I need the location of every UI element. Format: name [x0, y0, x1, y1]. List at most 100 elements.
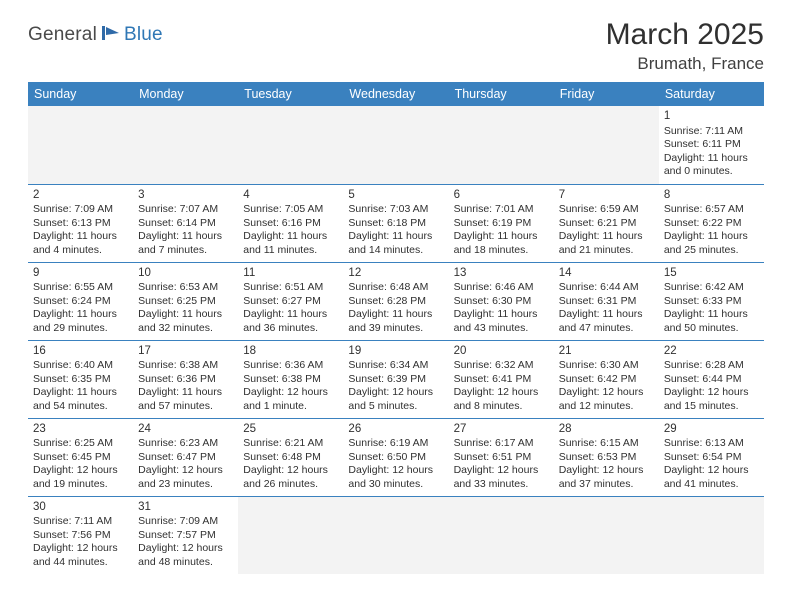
sunset-text: Sunset: 6:36 PM	[138, 373, 233, 386]
day-number: 21	[559, 344, 654, 359]
sunset-text: Sunset: 6:21 PM	[559, 217, 654, 230]
sunrise-text: Sunrise: 6:42 AM	[664, 281, 759, 294]
sunset-text: Sunset: 6:24 PM	[33, 295, 128, 308]
daylight-text: Daylight: 11 hours and 29 minutes.	[33, 308, 128, 335]
sunrise-text: Sunrise: 6:55 AM	[33, 281, 128, 294]
daylight-text: Daylight: 11 hours and 21 minutes.	[559, 230, 654, 257]
sunrise-text: Sunrise: 6:28 AM	[664, 359, 759, 372]
day-cell	[238, 106, 343, 184]
daylight-text: Daylight: 11 hours and 39 minutes.	[348, 308, 443, 335]
day-cell	[133, 106, 238, 184]
sunset-text: Sunset: 6:42 PM	[559, 373, 654, 386]
day-number: 16	[33, 344, 128, 359]
sunset-text: Sunset: 6:25 PM	[138, 295, 233, 308]
day-cell: 29Sunrise: 6:13 AMSunset: 6:54 PMDayligh…	[659, 418, 764, 496]
title-block: March 2025 Brumath, France	[606, 18, 764, 74]
day-cell: 20Sunrise: 6:32 AMSunset: 6:41 PMDayligh…	[449, 340, 554, 418]
day-cell: 13Sunrise: 6:46 AMSunset: 6:30 PMDayligh…	[449, 262, 554, 340]
sunrise-text: Sunrise: 6:36 AM	[243, 359, 338, 372]
day-number: 17	[138, 344, 233, 359]
day-cell: 5Sunrise: 7:03 AMSunset: 6:18 PMDaylight…	[343, 184, 448, 262]
sunset-text: Sunset: 6:41 PM	[454, 373, 549, 386]
calendar-table: Sunday Monday Tuesday Wednesday Thursday…	[28, 82, 764, 574]
sunset-text: Sunset: 6:30 PM	[454, 295, 549, 308]
daylight-text: Daylight: 11 hours and 11 minutes.	[243, 230, 338, 257]
day-cell: 30Sunrise: 7:11 AMSunset: 7:56 PMDayligh…	[28, 496, 133, 574]
sunset-text: Sunset: 6:31 PM	[559, 295, 654, 308]
day-number: 22	[664, 344, 759, 359]
daylight-text: Daylight: 11 hours and 32 minutes.	[138, 308, 233, 335]
day-cell	[449, 106, 554, 184]
day-number: 15	[664, 266, 759, 281]
dayname-sunday: Sunday	[28, 82, 133, 106]
day-cell: 2Sunrise: 7:09 AMSunset: 6:13 PMDaylight…	[28, 184, 133, 262]
sunset-text: Sunset: 6:39 PM	[348, 373, 443, 386]
sunrise-text: Sunrise: 7:05 AM	[243, 203, 338, 216]
logo-flag-icon	[101, 25, 121, 46]
sunset-text: Sunset: 6:35 PM	[33, 373, 128, 386]
day-number: 11	[243, 266, 338, 281]
day-number: 30	[33, 500, 128, 515]
day-cell: 25Sunrise: 6:21 AMSunset: 6:48 PMDayligh…	[238, 418, 343, 496]
sunrise-text: Sunrise: 6:32 AM	[454, 359, 549, 372]
day-cell: 28Sunrise: 6:15 AMSunset: 6:53 PMDayligh…	[554, 418, 659, 496]
week-row: 2Sunrise: 7:09 AMSunset: 6:13 PMDaylight…	[28, 184, 764, 262]
daylight-text: Daylight: 11 hours and 36 minutes.	[243, 308, 338, 335]
daylight-text: Daylight: 12 hours and 26 minutes.	[243, 464, 338, 491]
sunrise-text: Sunrise: 6:59 AM	[559, 203, 654, 216]
header: General Blue March 2025 Brumath, France	[28, 18, 764, 74]
sunrise-text: Sunrise: 6:53 AM	[138, 281, 233, 294]
day-number: 6	[454, 188, 549, 203]
day-cell: 3Sunrise: 7:07 AMSunset: 6:14 PMDaylight…	[133, 184, 238, 262]
sunset-text: Sunset: 6:19 PM	[454, 217, 549, 230]
day-cell	[238, 496, 343, 574]
day-number: 13	[454, 266, 549, 281]
daylight-text: Daylight: 12 hours and 19 minutes.	[33, 464, 128, 491]
sunset-text: Sunset: 6:47 PM	[138, 451, 233, 464]
sunset-text: Sunset: 7:56 PM	[33, 529, 128, 542]
day-cell	[343, 496, 448, 574]
daylight-text: Daylight: 12 hours and 15 minutes.	[664, 386, 759, 413]
logo: General Blue	[28, 24, 163, 46]
daylight-text: Daylight: 11 hours and 54 minutes.	[33, 386, 128, 413]
sunset-text: Sunset: 6:50 PM	[348, 451, 443, 464]
sunrise-text: Sunrise: 7:11 AM	[664, 125, 759, 138]
daylight-text: Daylight: 12 hours and 1 minute.	[243, 386, 338, 413]
daylight-text: Daylight: 12 hours and 44 minutes.	[33, 542, 128, 569]
day-cell: 4Sunrise: 7:05 AMSunset: 6:16 PMDaylight…	[238, 184, 343, 262]
day-cell: 27Sunrise: 6:17 AMSunset: 6:51 PMDayligh…	[449, 418, 554, 496]
day-cell: 7Sunrise: 6:59 AMSunset: 6:21 PMDaylight…	[554, 184, 659, 262]
week-row: 1Sunrise: 7:11 AMSunset: 6:11 PMDaylight…	[28, 106, 764, 184]
day-number: 24	[138, 422, 233, 437]
sunset-text: Sunset: 6:44 PM	[664, 373, 759, 386]
dayname-wednesday: Wednesday	[343, 82, 448, 106]
day-cell: 26Sunrise: 6:19 AMSunset: 6:50 PMDayligh…	[343, 418, 448, 496]
month-title: March 2025	[606, 18, 764, 52]
day-cell	[554, 496, 659, 574]
day-cell: 10Sunrise: 6:53 AMSunset: 6:25 PMDayligh…	[133, 262, 238, 340]
day-cell: 9Sunrise: 6:55 AMSunset: 6:24 PMDaylight…	[28, 262, 133, 340]
daylight-text: Daylight: 11 hours and 25 minutes.	[664, 230, 759, 257]
sunset-text: Sunset: 6:13 PM	[33, 217, 128, 230]
day-cell	[449, 496, 554, 574]
day-number: 4	[243, 188, 338, 203]
sunset-text: Sunset: 6:11 PM	[664, 138, 759, 151]
dayname-friday: Friday	[554, 82, 659, 106]
daylight-text: Daylight: 12 hours and 12 minutes.	[559, 386, 654, 413]
week-row: 23Sunrise: 6:25 AMSunset: 6:45 PMDayligh…	[28, 418, 764, 496]
location: Brumath, France	[606, 54, 764, 74]
week-row: 9Sunrise: 6:55 AMSunset: 6:24 PMDaylight…	[28, 262, 764, 340]
day-cell: 8Sunrise: 6:57 AMSunset: 6:22 PMDaylight…	[659, 184, 764, 262]
day-cell: 17Sunrise: 6:38 AMSunset: 6:36 PMDayligh…	[133, 340, 238, 418]
sunrise-text: Sunrise: 7:01 AM	[454, 203, 549, 216]
sunset-text: Sunset: 6:38 PM	[243, 373, 338, 386]
sunrise-text: Sunrise: 6:17 AM	[454, 437, 549, 450]
day-cell: 24Sunrise: 6:23 AMSunset: 6:47 PMDayligh…	[133, 418, 238, 496]
sunrise-text: Sunrise: 7:07 AM	[138, 203, 233, 216]
day-number: 19	[348, 344, 443, 359]
logo-text-blue: Blue	[124, 24, 163, 46]
week-row: 30Sunrise: 7:11 AMSunset: 7:56 PMDayligh…	[28, 496, 764, 574]
day-cell: 23Sunrise: 6:25 AMSunset: 6:45 PMDayligh…	[28, 418, 133, 496]
sunrise-text: Sunrise: 6:57 AM	[664, 203, 759, 216]
day-cell: 31Sunrise: 7:09 AMSunset: 7:57 PMDayligh…	[133, 496, 238, 574]
